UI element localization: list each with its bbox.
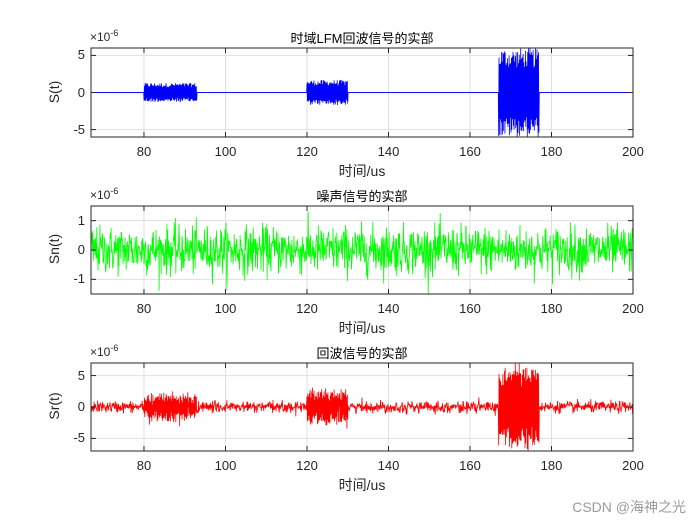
x-tick-label: 200 [622,144,644,159]
x-axis-label: 时间/us [338,163,386,179]
x-tick-label: 100 [214,458,237,473]
y-tick-label: -1 [73,271,85,287]
y-tick-label: 1 [77,212,85,228]
x-tick-label: 80 [136,144,152,159]
y-tick-label: 0 [77,399,85,414]
x-tick-label: 160 [459,301,481,316]
x-tick-label: 80 [136,458,152,473]
x-axis-label: 时间/us [338,477,386,493]
y-tick-label: 0 [77,84,85,100]
series-line [91,48,633,137]
x-tick-label: 200 [622,458,644,473]
x-tick-label: 180 [540,458,563,473]
y-tick-label: 5 [77,47,85,63]
x-tick-label: 140 [377,301,400,316]
y-exponent-label: ×10-6 [90,186,119,202]
x-tick-label: 180 [540,301,563,316]
x-tick-label: 200 [622,301,644,316]
y-exponent-label: ×10-6 [90,28,119,44]
x-tick-label: 100 [214,144,237,159]
x-tick-label: 120 [296,144,318,159]
watermark: CSDN @海神之光 [572,499,686,515]
subplot-3 [90,362,634,452]
x-tick-label: 160 [459,144,481,159]
subplot-title: 回波信号的实部 [316,346,408,361]
y-exponent-label: ×10-6 [90,343,119,359]
x-axis-label: 时间/us [338,320,386,336]
x-tick-label: 120 [296,301,318,316]
x-tick-label: 100 [214,301,237,316]
y-tick-label: 0 [77,242,85,257]
x-tick-label: 120 [296,458,318,473]
subplot-title: 噪声信号的实部 [316,189,408,204]
x-tick-label: 160 [459,458,481,473]
subplot-title: 时域LFM回波信号的实部 [290,31,434,46]
series-line [90,363,634,452]
x-tick-label: 140 [377,144,400,159]
subplot-1 [90,47,634,138]
y-tick-label: 5 [77,367,85,383]
x-tick-label: 80 [136,301,152,316]
x-tick-label: 180 [540,144,563,159]
x-tick-label: 140 [377,458,400,473]
y-tick-label: -5 [73,121,85,137]
y-tick-label: -5 [73,430,85,446]
subplot-2 [90,205,634,295]
series-line [90,211,634,295]
